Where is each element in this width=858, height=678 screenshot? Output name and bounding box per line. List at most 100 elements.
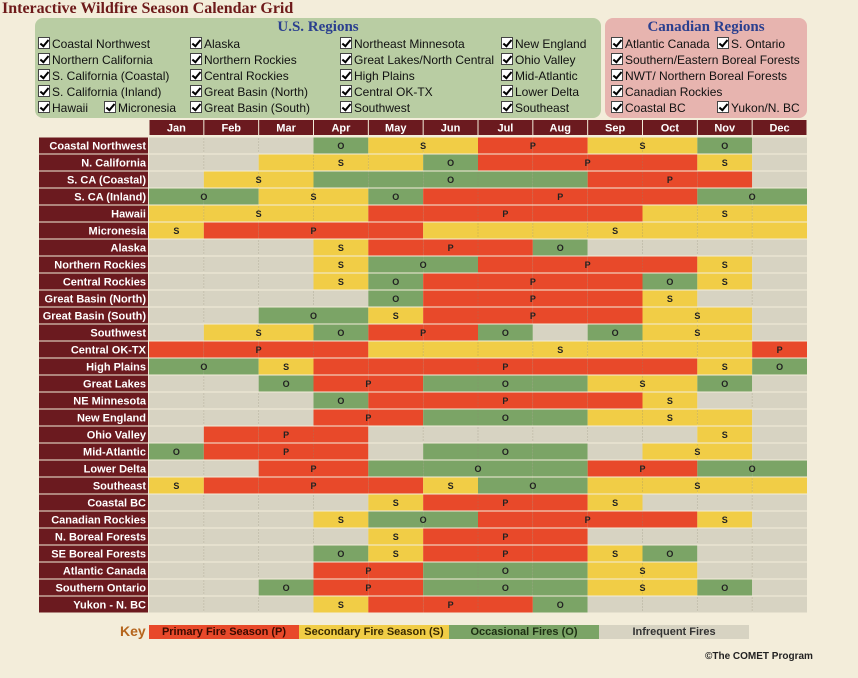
row-label[interactable]: Atlantic Canada bbox=[63, 566, 147, 578]
row-label-bg[interactable] bbox=[39, 596, 148, 613]
row-label-bg[interactable] bbox=[39, 477, 148, 494]
row-label-bg[interactable] bbox=[39, 426, 148, 443]
row-label-bg[interactable] bbox=[39, 460, 148, 477]
heatmap-cell bbox=[478, 460, 533, 477]
row-label[interactable]: Southeast bbox=[93, 481, 147, 493]
row-label-bg[interactable] bbox=[39, 375, 148, 392]
row-label-bg[interactable] bbox=[39, 205, 148, 222]
row-label-bg[interactable] bbox=[39, 341, 148, 358]
row-label[interactable]: Mid-Atlantic bbox=[83, 447, 146, 459]
row-label[interactable]: Great Basin (South) bbox=[43, 311, 147, 323]
row-label[interactable]: N. Boreal Forests bbox=[55, 532, 146, 544]
row-label[interactable]: Coastal BC bbox=[87, 498, 146, 510]
row-label-bg[interactable] bbox=[39, 392, 148, 409]
heatmap-cell bbox=[423, 222, 478, 239]
us-checkbox-central-ok-tx[interactable]: Central OK-TX bbox=[340, 85, 433, 99]
us-checkbox-great-basin-south[interactable]: Great Basin (South) bbox=[190, 101, 310, 115]
heatmap-cell bbox=[478, 494, 533, 511]
row-label-bg[interactable] bbox=[39, 273, 148, 290]
heatmap-cell bbox=[423, 460, 478, 477]
row-label[interactable]: Ohio Valley bbox=[87, 430, 147, 442]
ca-checkbox-canadian-rockies[interactable]: Canadian Rockies bbox=[611, 85, 722, 99]
ca-checkbox-coastal-bc[interactable]: Coastal BC bbox=[611, 101, 686, 115]
us-checkbox-great-lakes-north-central[interactable]: Great Lakes/North Central bbox=[340, 53, 494, 67]
row-label-bg[interactable] bbox=[39, 256, 148, 273]
row-label-bg[interactable] bbox=[39, 324, 148, 341]
us-checkbox-s-california-inland[interactable]: S. California (Inland) bbox=[38, 85, 161, 99]
heatmap-cell bbox=[752, 290, 807, 307]
row-label[interactable]: NE Minnesota bbox=[73, 396, 147, 408]
row-label[interactable]: SE Boreal Forests bbox=[51, 549, 146, 561]
row-label-bg[interactable] bbox=[39, 409, 148, 426]
ca-checkbox-s-ontario[interactable]: S. Ontario bbox=[717, 37, 785, 51]
row-label-bg[interactable] bbox=[39, 290, 148, 307]
ca-checkbox-atlantic-canada[interactable]: Atlantic Canada bbox=[611, 37, 710, 51]
row-label[interactable]: Canadian Rockies bbox=[51, 515, 146, 527]
row-label[interactable]: Alaska bbox=[111, 243, 147, 255]
us-checkbox-high-plains[interactable]: High Plains bbox=[340, 69, 415, 83]
us-checkbox-micronesia[interactable]: Micronesia bbox=[104, 101, 176, 115]
us-checkbox-coastal-northwest[interactable]: Coastal Northwest bbox=[38, 37, 150, 51]
row-label[interactable]: Southern Ontario bbox=[56, 583, 147, 595]
us-checkbox-northern-california[interactable]: Northern California bbox=[38, 53, 153, 67]
row-label[interactable]: Central Rockies bbox=[63, 277, 146, 289]
us-checkbox-mid-atlantic[interactable]: Mid-Atlantic bbox=[501, 69, 578, 83]
us-checkbox-new-england[interactable]: New England bbox=[501, 37, 586, 51]
row-label[interactable]: N. California bbox=[81, 158, 147, 170]
row-label-bg[interactable] bbox=[39, 222, 148, 239]
ca-checkbox-yukon-n-bc[interactable]: Yukon/N. BC bbox=[717, 101, 800, 115]
us-checkbox-southeast[interactable]: Southeast bbox=[501, 101, 569, 115]
row-label[interactable]: Central OK-TX bbox=[71, 345, 147, 357]
heatmap-cell bbox=[697, 273, 753, 290]
row-label-bg[interactable] bbox=[39, 443, 148, 460]
row-label-bg[interactable] bbox=[39, 579, 148, 596]
row-label[interactable]: Micronesia bbox=[89, 226, 147, 238]
ca-checkbox-nwt-northern-boreal-forests[interactable]: NWT/ Northern Boreal Forests bbox=[611, 69, 787, 83]
us-checkbox-hawaii[interactable]: Hawaii bbox=[38, 101, 88, 115]
us-checkbox-northern-rockies[interactable]: Northern Rockies bbox=[190, 53, 297, 67]
row-label-bg[interactable] bbox=[39, 188, 148, 205]
us-checkbox-s-california-coastal[interactable]: S. California (Coastal) bbox=[38, 69, 169, 83]
row-label[interactable]: Lower Delta bbox=[84, 464, 147, 476]
ca-checkbox-southern-eastern-boreal-forests[interactable]: Southern/Eastern Boreal Forests bbox=[611, 53, 800, 67]
row-label-bg[interactable] bbox=[39, 494, 148, 511]
row-label[interactable]: High Plains bbox=[86, 362, 146, 374]
heatmap-cell bbox=[313, 188, 369, 205]
row-label-bg[interactable] bbox=[39, 239, 148, 256]
row-label[interactable]: S. CA (Coastal) bbox=[67, 175, 146, 187]
row-label-bg[interactable] bbox=[39, 171, 148, 188]
row-label[interactable]: S. CA (Inland) bbox=[74, 192, 146, 204]
row-label[interactable]: Great Basin (North) bbox=[45, 294, 147, 306]
heatmap-cell bbox=[368, 443, 424, 460]
row-label-bg[interactable] bbox=[39, 511, 148, 528]
heatmap-cell bbox=[642, 154, 698, 171]
row-label-bg[interactable] bbox=[39, 154, 148, 171]
checkmark-icon bbox=[38, 69, 50, 81]
row-label-bg[interactable] bbox=[39, 358, 148, 375]
row-label[interactable]: New England bbox=[77, 413, 146, 425]
row-label-bg[interactable] bbox=[39, 562, 148, 579]
us-checkbox-great-basin-north[interactable]: Great Basin (North) bbox=[190, 85, 308, 99]
row-label[interactable]: Southwest bbox=[90, 328, 146, 340]
heatmap-cell bbox=[642, 341, 698, 358]
heatmap-cell bbox=[752, 545, 807, 562]
heatmap-cell bbox=[423, 596, 478, 613]
checkmark-icon bbox=[501, 69, 513, 81]
row-label-bg[interactable] bbox=[39, 307, 148, 324]
us-checkbox-lower-delta[interactable]: Lower Delta bbox=[501, 85, 579, 99]
checkbox-label: NWT/ Northern Boreal Forests bbox=[625, 69, 788, 83]
us-checkbox-central-rockies[interactable]: Central Rockies bbox=[190, 69, 289, 83]
row-label[interactable]: Yukon - N. BC bbox=[73, 600, 146, 612]
row-label[interactable]: Hawaii bbox=[111, 209, 146, 221]
row-label[interactable]: Coastal Northwest bbox=[49, 141, 146, 153]
row-label-bg[interactable] bbox=[39, 137, 148, 154]
us-checkbox-alaska[interactable]: Alaska bbox=[190, 37, 240, 51]
us-checkbox-northeast-minnesota[interactable]: Northeast Minnesota bbox=[340, 37, 465, 51]
row-label[interactable]: Northern Rockies bbox=[54, 260, 146, 272]
checkmark-icon bbox=[501, 101, 513, 113]
row-label-bg[interactable] bbox=[39, 545, 148, 562]
us-checkbox-ohio-valley[interactable]: Ohio Valley bbox=[501, 53, 575, 67]
row-label-bg[interactable] bbox=[39, 528, 148, 545]
row-label[interactable]: Great Lakes bbox=[83, 379, 146, 391]
us-checkbox-southwest[interactable]: Southwest bbox=[340, 101, 410, 115]
